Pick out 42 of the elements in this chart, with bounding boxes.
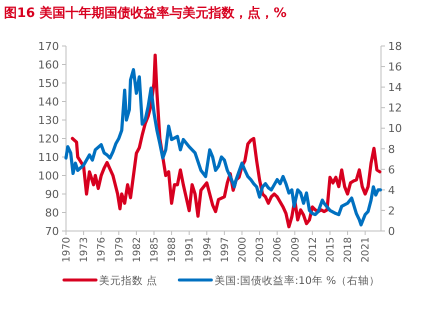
x-tick-label: 2003 (255, 237, 266, 262)
y-tick-label: 140 (38, 96, 59, 108)
x-tick-label: 2006 (272, 237, 284, 262)
y2-tick-label: 18 (388, 40, 402, 53)
y2-tick-label: 0 (388, 225, 395, 238)
x-tick-label: 2012 (308, 237, 319, 262)
x-tick-label: 1976 (96, 237, 108, 262)
y-tick-label: 80 (45, 206, 59, 220)
legend-label: 美元指数 点 (99, 274, 158, 287)
y-tick-label: 70 (45, 225, 59, 238)
x-tick-label: 1997 (220, 237, 231, 262)
y-tick-label: 130 (38, 114, 59, 127)
x-tick-label: 2009 (290, 237, 302, 262)
y2-tick-label: 4 (388, 184, 395, 197)
x-tick-label: 1991 (184, 237, 196, 262)
y-tick-label: 160 (38, 58, 59, 72)
x-tick-label: 2000 (237, 237, 248, 262)
x-tick-label: 1985 (149, 237, 160, 262)
x-tick-label: 2018 (343, 237, 354, 262)
y2-tick-label: 16 (388, 60, 402, 74)
y-tick-label: 150 (38, 77, 59, 90)
y-tick-label: 90 (45, 188, 59, 201)
x-tick-label: 1973 (79, 237, 90, 262)
y-tick-label: 170 (38, 40, 59, 53)
x-tick-label: 1982 (132, 237, 143, 262)
y2-tick-label: 12 (388, 102, 402, 115)
legend-label: 美国:国债收益率:10年 %（右轴） (214, 274, 380, 287)
x-tick-label: 1979 (114, 237, 126, 262)
y2-tick-label: 10 (388, 122, 402, 136)
y2-tick-label: 14 (388, 81, 402, 94)
y2-tick-label: 8 (388, 142, 395, 156)
x-tick-label: 1994 (202, 237, 214, 262)
y2-tick-label: 2 (388, 204, 395, 218)
chart-title: 图16 美国十年期国债收益率与美元指数，点，% (4, 5, 287, 21)
y-tick-label: 110 (38, 151, 59, 164)
x-tick-label: 1988 (167, 237, 178, 262)
x-tick-label: 1970 (62, 237, 72, 262)
y-tick-label: 100 (38, 170, 59, 182)
x-tick-label: 2015 (325, 237, 336, 262)
y2-tick-label: 6 (388, 163, 395, 176)
x-tick-label: 2021 (360, 237, 372, 262)
y-tick-label: 120 (38, 132, 59, 146)
